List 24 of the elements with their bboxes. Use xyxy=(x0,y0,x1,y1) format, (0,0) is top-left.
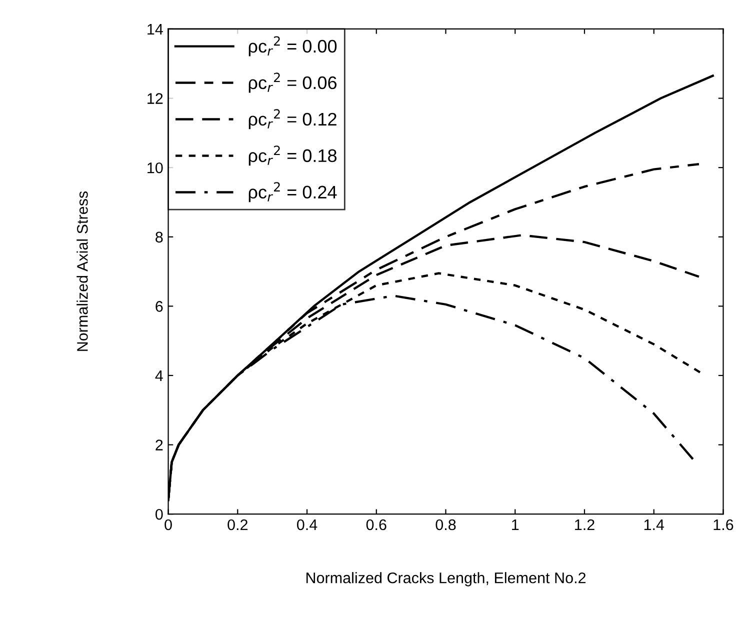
x-tick-label: 0.4 xyxy=(296,519,318,530)
y-tick-label: 14 xyxy=(148,24,163,35)
x-tick-label: 1.6 xyxy=(714,519,734,530)
y-tick-label: 0 xyxy=(156,508,163,520)
x-tick-label: 0 xyxy=(164,519,172,530)
y-tick-label: 8 xyxy=(156,232,163,243)
legend-label: ρc$_{r}$$^{2}$ = 0.00 xyxy=(248,36,337,56)
legend-label: ρc$_{r}$$^{2}$ = 0.06 xyxy=(248,72,336,93)
legend-label: ρc$_{r}$$^{2}$ = 0.24 xyxy=(248,182,337,202)
x-tick-label: 1 xyxy=(512,520,519,530)
y-tick-label: 12 xyxy=(148,93,163,104)
legend-label: ρc$_{r}$$^{2}$ = 0.12 xyxy=(248,109,336,130)
y-tick-label: 6 xyxy=(156,301,163,312)
legend-label: ρc$_{r}$$^{2}$ = 0.18 xyxy=(248,146,337,166)
x-tick-label: 1.4 xyxy=(644,520,664,530)
y-tick-label: 2 xyxy=(156,440,163,450)
x-tick-label: 0.8 xyxy=(436,519,456,530)
x-axis-title: Normalized Cracks Length, Element No.2 xyxy=(306,572,586,586)
y-tick-label: 4 xyxy=(155,370,163,382)
x-tick-label: 0.2 xyxy=(228,519,248,530)
y-axis-title: Normalized Axial Stress xyxy=(76,191,88,351)
x-tick-label: 1.2 xyxy=(575,519,594,530)
y-tick-label: 10 xyxy=(148,162,163,174)
x-tick-label: 0.6 xyxy=(366,519,386,530)
